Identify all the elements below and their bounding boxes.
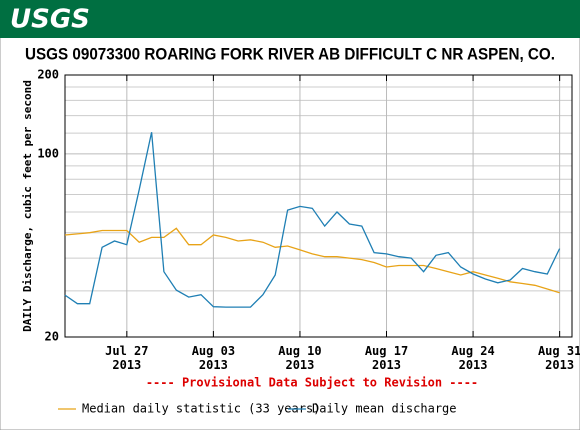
line-series	[64, 132, 561, 308]
plot-frame	[64, 74, 573, 338]
x-tick-label-line: 2013	[199, 358, 228, 372]
line-series	[64, 227, 560, 294]
x-tick-label: Aug 10 2013	[278, 344, 321, 372]
x-tick-label-line: 2013	[545, 358, 574, 372]
y-tick-label: 100	[37, 146, 59, 160]
chart-title: USGS 09073300 ROARING FORK RIVER AB DIFF…	[25, 44, 555, 63]
x-tick-label-line: Aug 24	[451, 344, 494, 358]
x-tick-label: Aug 03 2013	[192, 344, 235, 372]
x-tick-label-line: Jul 27	[105, 344, 148, 358]
x-tick-label-line: 2013	[459, 358, 488, 372]
x-tick-label-line: Aug 17	[365, 344, 408, 358]
x-tick-label-line: 2013	[372, 358, 401, 372]
x-tick-label-line: Aug 10	[278, 344, 321, 358]
annotation: ---- Provisional Data Subject to Revisio…	[146, 376, 478, 390]
x-tick-label: Aug 31 2013	[538, 344, 580, 372]
x-tick-label-line: 2013	[112, 358, 141, 372]
logo: USGS	[10, 5, 90, 35]
x-tick-label: Jul 27 2013	[105, 344, 148, 372]
legend-label: Median daily statistic (33 years)	[82, 402, 320, 416]
x-tick-label: Aug 24 2013	[451, 344, 494, 372]
x-tick-label-line: Aug 31	[538, 344, 580, 358]
x-tick-label-line: 2013	[285, 358, 314, 372]
header-bar	[0, 0, 580, 38]
x-tick-label: Aug 17 2013	[365, 344, 408, 372]
y-axis-label: DAILY Discharge, cubic feet per second	[21, 80, 34, 332]
y-tick-label: 200	[37, 68, 59, 82]
x-tick-label-line: Aug 03	[192, 344, 235, 358]
legend-label: Daily mean discharge	[312, 402, 457, 416]
y-tick-label: 20	[45, 330, 59, 344]
